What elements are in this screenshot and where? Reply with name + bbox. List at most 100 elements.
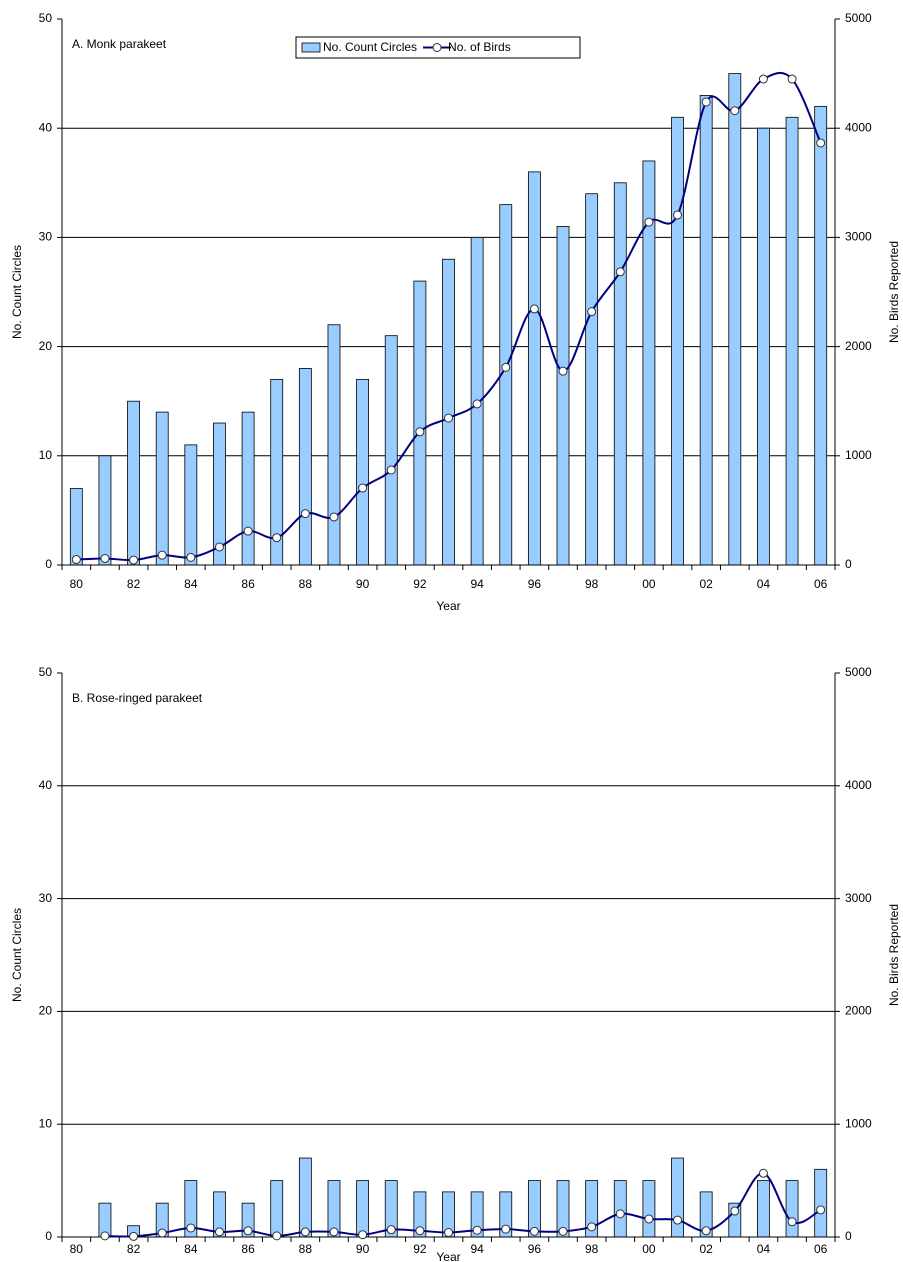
series-line (76, 71, 822, 562)
bar (556, 226, 570, 566)
bar (327, 324, 341, 566)
y2-axis-title: No. Birds Reported (887, 241, 901, 343)
y2-tick-label: 0 (845, 557, 852, 571)
x-axis-title: Year (436, 599, 460, 613)
line-marker (415, 1226, 425, 1236)
line-marker (186, 1223, 196, 1233)
line-marker (214, 542, 224, 552)
x-tick-label: 86 (241, 1242, 255, 1256)
line-marker (529, 304, 539, 314)
line-marker (673, 1215, 683, 1225)
y-tick-label: 20 (39, 339, 53, 353)
bar (671, 116, 684, 566)
line-marker (758, 74, 768, 84)
y-tick-label: 40 (39, 120, 53, 134)
line-marker (615, 1209, 625, 1219)
y-tick-label: 30 (39, 891, 53, 905)
line-marker (129, 1231, 139, 1241)
line-marker (472, 1225, 482, 1235)
x-tick-label: 88 (299, 1242, 313, 1256)
bar (757, 1180, 770, 1238)
line-marker (558, 1226, 568, 1236)
y2-tick-label: 2000 (845, 339, 872, 353)
y2-tick-label: 3000 (845, 230, 872, 244)
line-marker (157, 1228, 167, 1238)
x-tick-label: 00 (642, 577, 656, 591)
bar (298, 368, 312, 566)
x-tick-label: 80 (70, 1242, 84, 1256)
bar (527, 171, 541, 566)
bar (241, 411, 255, 566)
bar (642, 1180, 656, 1238)
panel-title: B. Rose-ringed parakeet (72, 691, 203, 705)
x-tick-label: 02 (699, 577, 713, 591)
bar (127, 400, 140, 566)
y2-axis-title: No. Birds Reported (887, 904, 901, 1006)
x-tick-label: 90 (356, 1242, 370, 1256)
line-marker (243, 526, 253, 536)
bar (699, 95, 713, 566)
line-marker (472, 399, 482, 409)
line-marker (758, 1168, 768, 1178)
x-tick-label: 80 (70, 577, 84, 591)
x-tick-label: 94 (470, 1242, 484, 1256)
line-marker (386, 465, 396, 475)
line-marker (816, 138, 826, 148)
x-tick-label: 00 (642, 1242, 656, 1256)
x-tick-label: 02 (699, 1242, 713, 1256)
y-tick-label: 30 (39, 230, 53, 244)
x-tick-label: 06 (814, 1242, 828, 1256)
legend-label: No. Count Circles (323, 40, 417, 54)
y2-tick-label: 3000 (845, 891, 872, 905)
bar (814, 1168, 828, 1238)
legend-marker (432, 43, 442, 52)
line-marker (386, 1225, 396, 1235)
line-marker (157, 550, 167, 560)
bar (814, 105, 828, 566)
bar (442, 258, 455, 566)
line-marker (415, 427, 425, 437)
bar (155, 411, 169, 566)
x-tick-label: 92 (413, 577, 427, 591)
x-tick-label: 94 (470, 577, 484, 591)
line-marker (100, 1231, 110, 1241)
bar (270, 1180, 284, 1238)
bar (757, 127, 770, 566)
line-marker (501, 1224, 511, 1234)
x-tick-label: 04 (757, 1242, 771, 1256)
x-tick-label: 88 (299, 577, 313, 591)
line-marker (272, 1231, 282, 1241)
line-marker (329, 512, 339, 522)
bar (384, 335, 398, 566)
line-marker (501, 362, 511, 372)
line-marker (529, 1226, 539, 1236)
y2-tick-label: 1000 (845, 448, 872, 462)
line-marker (444, 413, 453, 423)
x-tick-label: 06 (814, 577, 828, 591)
panel-title: A. Monk parakeet (72, 37, 167, 51)
bar (671, 1157, 684, 1238)
x-tick-label: 84 (184, 577, 198, 591)
y-tick-label: 0 (45, 1229, 52, 1243)
legend-label: No. of Birds (448, 40, 511, 54)
line-marker (730, 1206, 740, 1216)
x-tick-label: 86 (241, 577, 255, 591)
y2-tick-label: 1000 (845, 1116, 872, 1130)
x-tick-label: 04 (757, 577, 771, 591)
line-marker (587, 1222, 597, 1232)
bar (728, 73, 742, 566)
y-tick-label: 10 (39, 448, 53, 462)
x-tick-label: 98 (585, 577, 599, 591)
y-tick-label: 50 (39, 665, 53, 679)
line-marker (701, 97, 711, 107)
x-axis-title: Year (436, 1250, 460, 1262)
y2-tick-label: 4000 (845, 778, 872, 792)
bar (413, 280, 427, 566)
line-marker (701, 1226, 711, 1236)
line-marker (214, 1227, 224, 1237)
line-marker (444, 1227, 453, 1237)
line-marker (272, 533, 282, 543)
line-marker (186, 552, 196, 562)
x-tick-label: 98 (585, 1242, 599, 1256)
